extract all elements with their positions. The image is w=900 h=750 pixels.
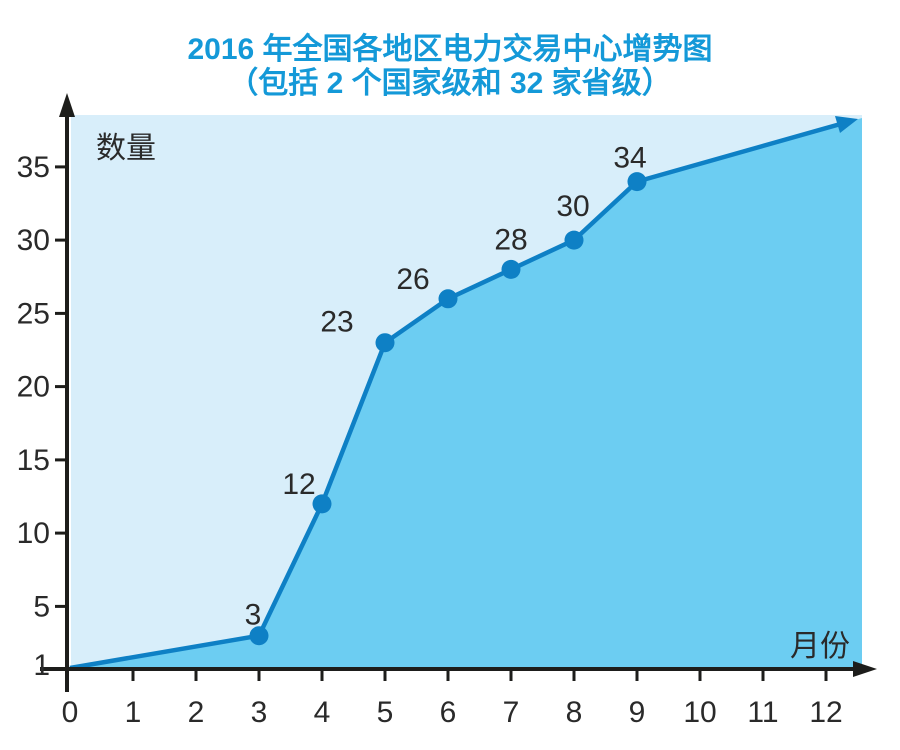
x-tick-label: 10: [683, 696, 716, 729]
data-point-label: 3: [245, 599, 262, 632]
y-tick-label: 30: [17, 224, 50, 257]
chart-title: 2016 年全国各地区电力交易中心增势图: [187, 33, 713, 66]
data-point-label: 28: [494, 223, 527, 256]
data-point-marker: [501, 259, 521, 279]
data-point-marker: [438, 289, 458, 309]
x-tick-label: 12: [809, 696, 842, 729]
y-tick-label: 10: [17, 517, 50, 550]
x-tick-label: 9: [629, 696, 646, 729]
data-point-label: 12: [282, 468, 315, 501]
area-fill: [71, 118, 862, 667]
data-point-marker: [375, 333, 395, 353]
y-tick-label: 25: [17, 297, 50, 330]
x-tick-label: 4: [314, 696, 331, 729]
data-point-marker: [627, 172, 647, 192]
x-tick-label: 0: [62, 696, 79, 729]
trend-line-arrowhead-icon: [835, 116, 858, 133]
y-tick-label: 5: [33, 590, 50, 623]
data-point-marker: [249, 626, 269, 646]
data-point-marker: [312, 494, 332, 514]
data-point-label: 30: [556, 190, 589, 223]
data-point-label: 23: [320, 306, 353, 339]
y-tick-label: 1: [33, 649, 50, 682]
x-axis-title: 月份: [790, 630, 850, 663]
y-axis-arrowhead-icon: [59, 93, 75, 117]
x-tick-label: 11: [747, 696, 778, 729]
chart-subtitle: （包括 2 个国家级和 32 家省级）: [228, 67, 672, 100]
x-tick-label: 1: [125, 696, 142, 729]
y-axis-title: 数量: [96, 132, 156, 165]
data-point-marker: [564, 230, 584, 250]
y-tick-label: 35: [17, 151, 50, 184]
x-tick-label: 2: [188, 696, 205, 729]
x-tick-label: 7: [503, 696, 520, 729]
x-tick-label: 6: [440, 696, 457, 729]
x-tick-label: 5: [377, 696, 394, 729]
x-axis-arrowhead-icon: [853, 661, 877, 677]
data-point-label: 26: [396, 263, 429, 296]
x-tick-label: 8: [566, 696, 583, 729]
y-tick-label: 20: [17, 371, 50, 404]
data-point-label: 34: [613, 142, 646, 175]
chart-title-block: 2016 年全国各地区电力交易中心增势图 （包括 2 个国家级和 32 家省级）: [0, 33, 900, 101]
x-tick-label: 3: [251, 696, 268, 729]
y-tick-label: 15: [17, 444, 50, 477]
